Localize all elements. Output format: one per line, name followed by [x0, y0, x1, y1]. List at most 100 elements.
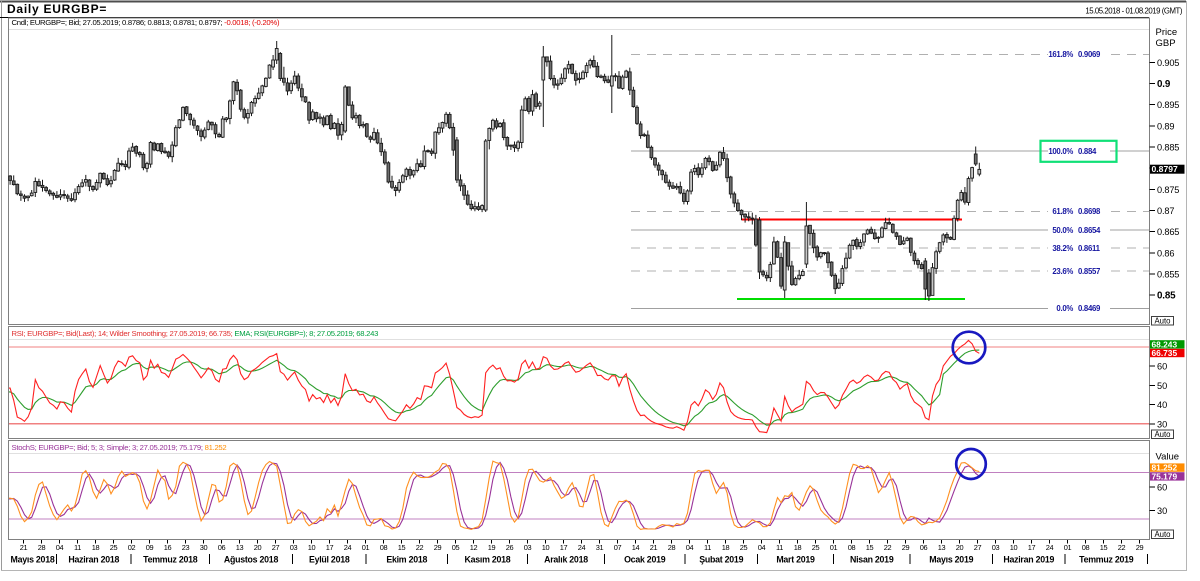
svg-text:13: 13 [236, 543, 244, 552]
svg-text:21: 21 [650, 543, 658, 552]
svg-text:18: 18 [722, 543, 730, 552]
svg-text:27: 27 [272, 543, 280, 552]
svg-text:22: 22 [416, 543, 424, 552]
svg-text:09: 09 [146, 543, 154, 552]
svg-text:Auto: Auto [1154, 317, 1171, 326]
svg-text:GBP: GBP [1156, 38, 1176, 49]
svg-text:68.243: 68.243 [1152, 339, 1178, 349]
svg-text:60: 60 [1157, 483, 1167, 493]
svg-text:03: 03 [290, 543, 298, 552]
svg-text:0.86: 0.86 [1157, 248, 1174, 258]
svg-text:28: 28 [38, 543, 46, 552]
svg-text:04: 04 [56, 543, 64, 552]
svg-text:18: 18 [794, 543, 802, 552]
svg-text:26: 26 [506, 543, 514, 552]
svg-text:Auto: Auto [1154, 430, 1171, 439]
svg-text:27: 27 [974, 543, 982, 552]
svg-text:04: 04 [758, 543, 766, 552]
svg-text:17: 17 [326, 543, 334, 552]
svg-text:0.9069: 0.9069 [1078, 50, 1101, 59]
svg-text:0.865: 0.865 [1157, 227, 1179, 237]
svg-text:0.8557: 0.8557 [1078, 267, 1100, 276]
svg-text:15: 15 [866, 543, 874, 552]
svg-text:Mayıs 2018: Mayıs 2018 [11, 555, 55, 565]
svg-text:22: 22 [884, 543, 892, 552]
svg-text:29: 29 [902, 543, 910, 552]
svg-text:0.87: 0.87 [1157, 206, 1174, 216]
svg-text:11: 11 [704, 543, 711, 552]
svg-text:10: 10 [308, 543, 316, 552]
svg-text:Kasım 2018: Kasım 2018 [465, 555, 511, 565]
svg-text:0.9: 0.9 [1157, 79, 1171, 90]
svg-text:0.855: 0.855 [1157, 270, 1179, 280]
svg-text:30: 30 [1157, 506, 1167, 516]
svg-text:15.05.2018 - 01.08.2019 (GMT): 15.05.2018 - 01.08.2019 (GMT) [1085, 7, 1182, 16]
svg-text:StochS; EURGBP=; Bid; 5; 3; S: StochS; EURGBP=; Bid; 5; 3; Simple; 3; 2… [12, 443, 227, 452]
svg-text:50: 50 [1157, 381, 1167, 391]
svg-text:15: 15 [1100, 543, 1108, 552]
svg-text:31: 31 [596, 543, 604, 552]
svg-text:0.8469: 0.8469 [1078, 304, 1101, 313]
svg-text:19: 19 [488, 543, 496, 552]
svg-text:Eylül 2018: Eylül 2018 [309, 555, 350, 565]
svg-text:29: 29 [434, 543, 442, 552]
svg-text:20: 20 [956, 543, 964, 552]
svg-text:0.884: 0.884 [1078, 147, 1097, 156]
svg-text:25: 25 [740, 543, 748, 552]
svg-text:Şubat 2019: Şubat 2019 [699, 555, 743, 565]
svg-text:Haziran 2018: Haziran 2018 [68, 555, 119, 565]
svg-text:01: 01 [362, 543, 370, 552]
svg-text:Ağustos 2018: Ağustos 2018 [224, 555, 279, 565]
svg-text:16: 16 [164, 543, 172, 552]
svg-text:30: 30 [200, 543, 208, 552]
svg-text:161.8%: 161.8% [1048, 50, 1073, 59]
svg-text:03: 03 [524, 543, 532, 552]
svg-text:29: 29 [1136, 543, 1144, 552]
svg-text:13: 13 [938, 543, 946, 552]
svg-text:0.8611: 0.8611 [1078, 244, 1101, 253]
svg-text:05: 05 [452, 543, 460, 552]
svg-text:07: 07 [614, 543, 622, 552]
svg-text:23.6%: 23.6% [1052, 267, 1073, 276]
svg-text:04: 04 [686, 543, 694, 552]
svg-text:24: 24 [1046, 543, 1054, 552]
svg-text:0.8797: 0.8797 [1152, 164, 1179, 174]
svg-text:17: 17 [1028, 543, 1036, 552]
svg-text:08: 08 [848, 543, 856, 552]
svg-text:0.885: 0.885 [1157, 143, 1179, 153]
svg-text:20: 20 [254, 543, 262, 552]
svg-text:25: 25 [812, 543, 820, 552]
svg-text:Nisan 2019: Nisan 2019 [850, 555, 894, 565]
svg-text:Mayıs 2019: Mayıs 2019 [929, 555, 973, 565]
svg-text:12: 12 [470, 543, 478, 552]
svg-text:40: 40 [1157, 400, 1167, 410]
svg-text:02: 02 [128, 543, 136, 552]
svg-text:66.735: 66.735 [1152, 348, 1178, 358]
svg-text:Aralık 2018: Aralık 2018 [544, 555, 588, 565]
svg-text:0.85: 0.85 [1157, 291, 1176, 302]
svg-text:15: 15 [398, 543, 406, 552]
svg-text:Daily EURGBP=: Daily EURGBP= [7, 2, 107, 16]
svg-text:Ocak 2019: Ocak 2019 [624, 555, 666, 565]
svg-text:61.8%: 61.8% [1052, 207, 1073, 216]
svg-text:Value: Value [1156, 452, 1180, 463]
svg-text:14: 14 [632, 543, 640, 552]
svg-text:11: 11 [74, 543, 81, 552]
svg-text:01: 01 [1064, 543, 1072, 552]
svg-text:Cndl; EURGBP=; Bid; 27.05.2019: Cndl; EURGBP=; Bid; 27.05.2019; 0.8786; … [12, 18, 280, 27]
svg-text:30: 30 [1157, 419, 1167, 429]
svg-text:0.875: 0.875 [1157, 185, 1179, 195]
svg-text:10: 10 [542, 543, 550, 552]
svg-text:18: 18 [92, 543, 100, 552]
svg-text:21: 21 [20, 543, 28, 552]
svg-text:75.179: 75.179 [1152, 471, 1178, 481]
svg-text:Auto: Auto [1154, 530, 1171, 539]
svg-text:38.2%: 38.2% [1052, 244, 1073, 253]
svg-text:81.252: 81.252 [1152, 463, 1178, 473]
svg-text:100.0%: 100.0% [1048, 147, 1073, 156]
svg-text:25: 25 [110, 543, 118, 552]
svg-text:10: 10 [1010, 543, 1018, 552]
svg-text:17: 17 [560, 543, 568, 552]
svg-text:28: 28 [668, 543, 676, 552]
svg-text:Price: Price [1156, 27, 1178, 38]
